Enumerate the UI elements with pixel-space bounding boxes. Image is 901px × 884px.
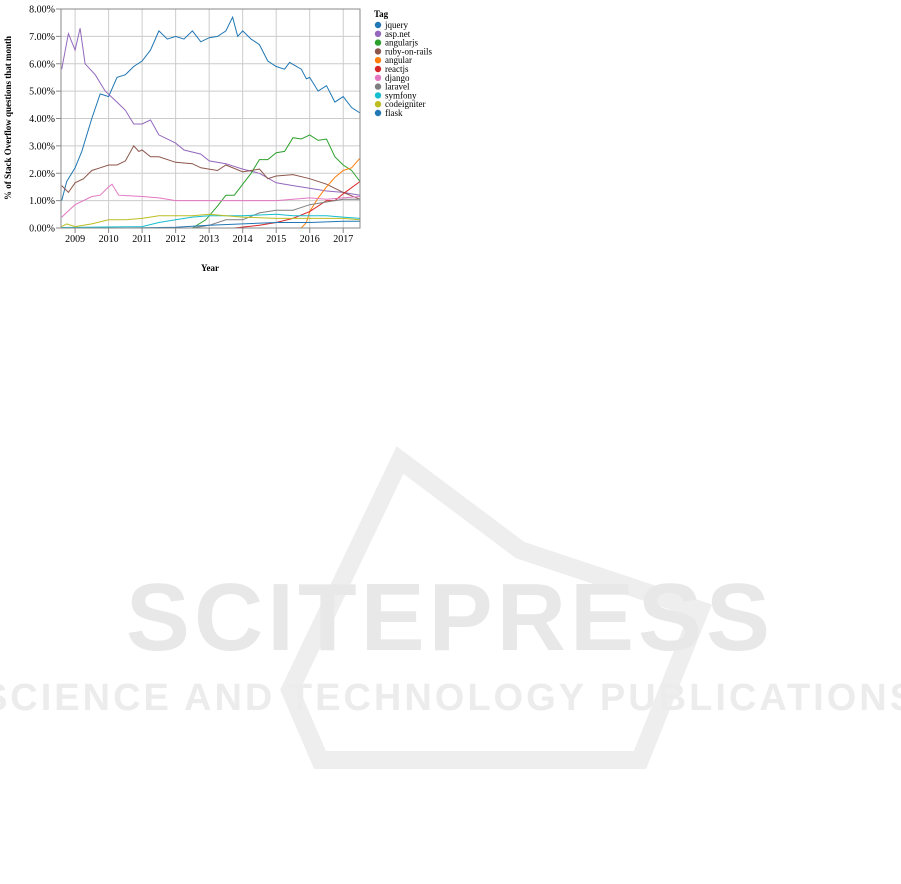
y-tick-label: 6.00% [29,59,55,70]
legend-swatch-angular [374,57,382,64]
legend-swatch-django [374,74,382,82]
y-tick-label: 0.00% [29,224,55,235]
legend-label-flask: flask [385,108,403,118]
legend: Tag jqueryasp.netangularjsruby-on-railsa… [374,9,432,118]
series-line-django [61,183,361,218]
legend-label-asp.net: asp.net [385,29,411,39]
legend-label-angular: angular [385,55,412,65]
svg-text:SCITEPRESS: SCITEPRESS [126,564,774,671]
y-tick-label: 5.00% [29,87,55,98]
legend-label-codeigniter: codeigniter [385,99,425,109]
x-axis-label: Year [201,263,219,273]
x-tick-label: 2013 [199,234,219,245]
legend-swatch-jquery [374,21,382,29]
series-line-reactjs [61,181,361,229]
legend-label-ruby-on-rails: ruby-on-rails [385,46,432,56]
series-line-symfony [61,213,361,228]
series-lines [61,15,361,229]
x-tick-label: 2015 [266,234,286,245]
legend-swatch-codeigniter [374,101,382,108]
plot-frame [60,8,361,229]
legend-swatch-asp.net [374,30,382,37]
y-axis-label: % of Stack Overflow questions that month [3,36,13,200]
x-tick-label: 2017 [333,234,353,245]
legend-label-laravel: laravel [385,82,410,92]
watermark-logo: SCITEPRESS SCIENCE AND TECHNOLOGY PUBLIC… [0,446,901,769]
line-chart: 2009 2010 2011 2012 2013 2014 2015 2016 2017 0.00… [3,5,432,274]
x-tick-label: 2009 [65,234,85,245]
legend-swatch-laravel [374,83,382,90]
axes: 2009 2010 2011 2012 2013 2014 2015 2016 2017 0.00… [29,5,361,245]
x-tick-label: 2014 [233,234,253,245]
legend-label-reactjs: reactjs [385,64,409,74]
series-line-angular [61,157,361,229]
x-tick-label: 2012 [166,234,186,245]
legend-swatch-symfony [374,92,382,99]
legend-title: Tag [374,9,389,19]
series-line-codeigniter [61,213,361,228]
y-tick-label: 1.00% [29,196,55,207]
legend-label-symfony: symfony [385,90,417,100]
svg-text:SCIENCE AND TECHNOLOGY PUBLICA: SCIENCE AND TECHNOLOGY PUBLICATIONS [0,677,901,719]
legend-swatch-ruby-on-rails [374,48,382,55]
y-tick-label: 8.00% [29,5,55,16]
series-line-asp.net [61,28,361,196]
legend-swatch-reactjs [374,65,382,73]
y-tick-label: 2.00% [29,169,55,180]
grid [61,8,360,229]
y-tick-label: 3.00% [29,141,55,152]
y-tick-label: 7.00% [29,32,55,43]
legend-swatch-angularjs [374,39,382,46]
legend-swatch-flask [374,109,382,117]
series-line-ruby-on-rails [61,145,361,200]
series-line-jquery [61,15,361,201]
x-tick-label: 2010 [99,234,119,245]
legend-label-angularjs: angularjs [385,38,418,48]
x-tick-label: 2011 [132,234,152,245]
y-tick-label: 4.00% [29,114,55,125]
series-line-angularjs [61,134,361,229]
legend-label-django: django [385,73,410,83]
x-tick-label: 2016 [300,234,320,245]
legend-label-jquery: jquery [384,20,408,30]
